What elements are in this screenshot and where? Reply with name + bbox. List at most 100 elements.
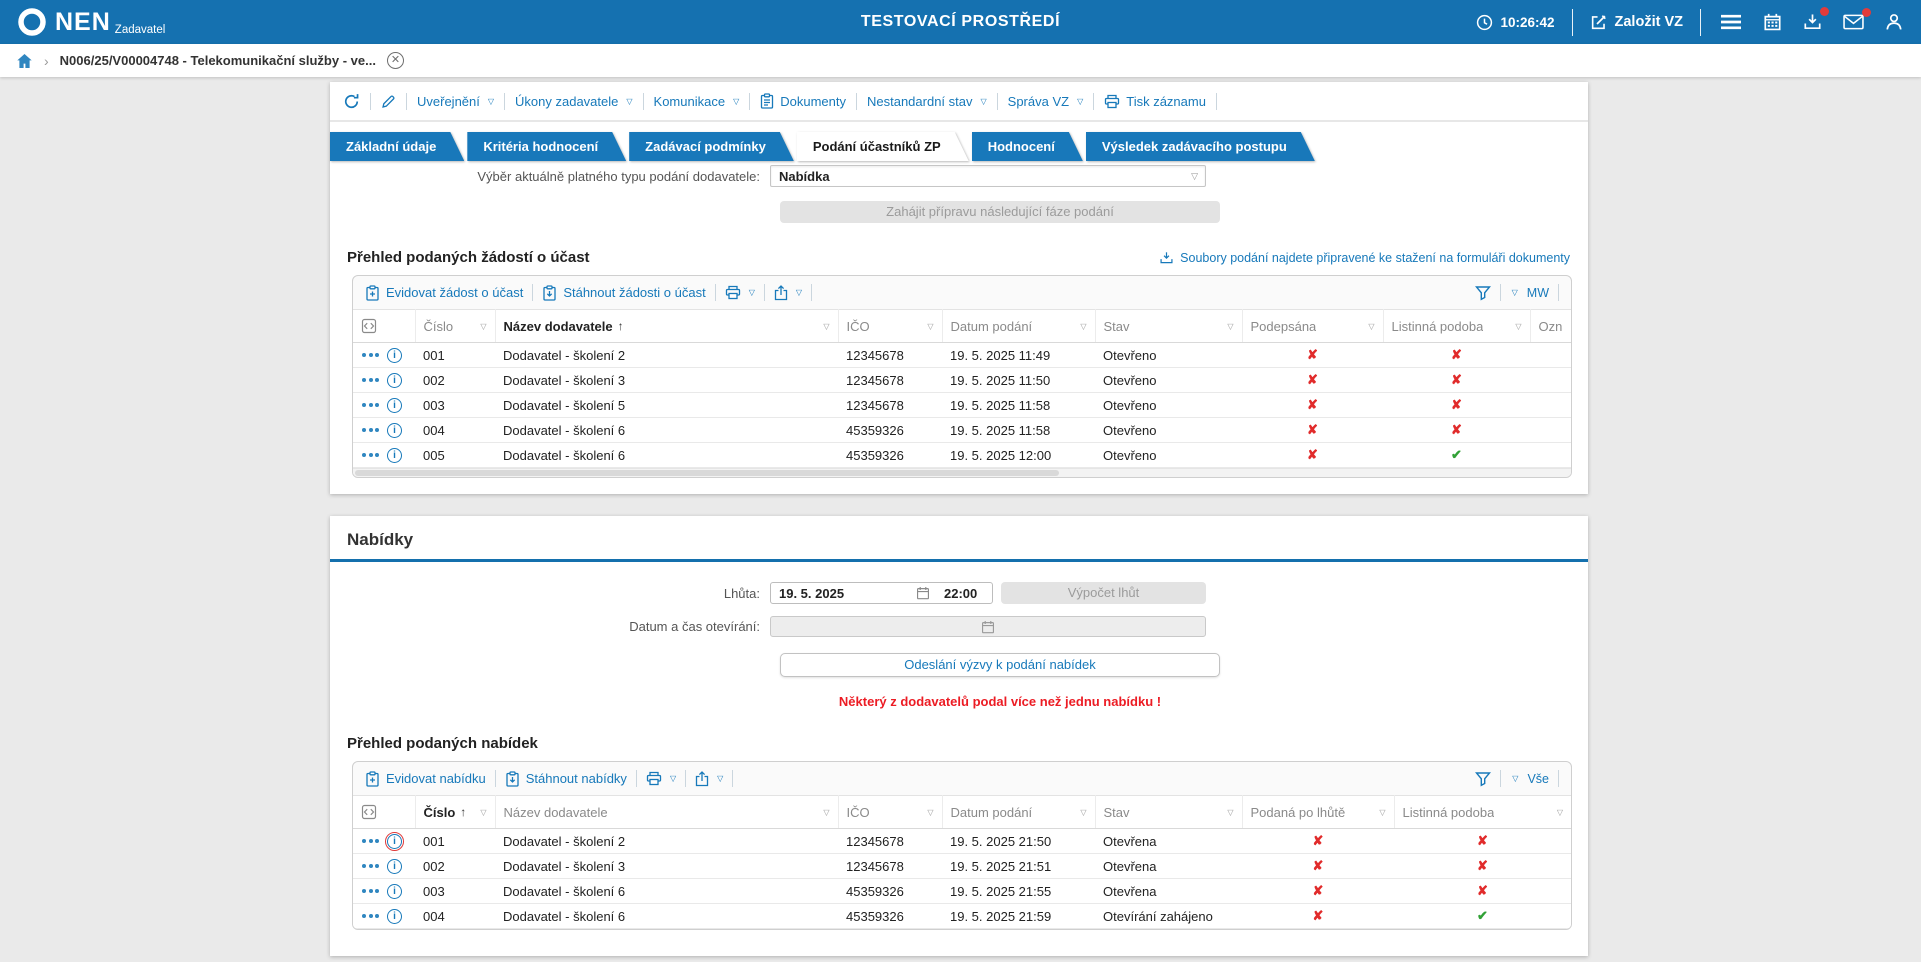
- row-menu-icon[interactable]: [362, 353, 379, 357]
- row-info-icon[interactable]: i: [387, 908, 402, 924]
- close-record-icon[interactable]: ✕: [386, 52, 404, 69]
- column-header-listinna[interactable]: Listinná podoba ▽: [1383, 309, 1531, 343]
- column-filter-icon[interactable]: ▽: [1379, 807, 1386, 817]
- column-header-nazev[interactable]: Název dodavatele ↑ ▽: [495, 309, 839, 343]
- calc-deadlines-button[interactable]: Výpočet lhůt: [1001, 582, 1206, 604]
- column-filter-icon[interactable]: ▽: [1515, 321, 1522, 331]
- create-vz-button[interactable]: Založit VZ: [1590, 14, 1683, 31]
- filter-icon[interactable]: [1475, 771, 1492, 787]
- row-menu-icon[interactable]: [362, 428, 379, 432]
- tab-hodnoceni[interactable]: Hodnocení: [972, 132, 1083, 161]
- tab-podani-ucastniku[interactable]: Podání účastníků ZP: [797, 132, 969, 161]
- view-selector[interactable]: Vše: [1527, 771, 1549, 786]
- row-info-icon[interactable]: i: [387, 372, 402, 388]
- column-header-oznaceni[interactable]: Označení: [1530, 309, 1571, 343]
- stahnout-zadosti-button[interactable]: Stáhnout žádosti o účast: [542, 284, 706, 301]
- user-icon[interactable]: [1883, 11, 1905, 33]
- column-header-nazev[interactable]: Název dodavatele ▽: [495, 795, 839, 829]
- home-icon[interactable]: [16, 53, 33, 69]
- row-menu-icon[interactable]: [362, 453, 379, 457]
- send-invitation-button[interactable]: Odeslání výzvy k podání nabídek: [780, 653, 1220, 677]
- column-chooser[interactable]: [353, 795, 416, 829]
- table-row[interactable]: i 001 Dodavatel - školení 2 12345678 19.…: [353, 828, 1571, 854]
- tab-vysledek[interactable]: Výsledek zadávacího postupu: [1086, 132, 1315, 161]
- column-header-podana[interactable]: Podaná po lhůtě ▽: [1242, 795, 1395, 829]
- table-row[interactable]: i 005 Dodavatel - školení 6 45359326 19.…: [353, 442, 1571, 468]
- tab-zadavaci-podminky[interactable]: Zadávací podmínky: [629, 132, 794, 161]
- mail-icon[interactable]: [1841, 8, 1871, 32]
- row-menu-icon[interactable]: [362, 889, 379, 893]
- menu-tisk-zaznamu[interactable]: Tisk záznamu: [1104, 94, 1206, 109]
- column-header-datum[interactable]: Datum podání ▽: [942, 795, 1096, 829]
- column-chooser[interactable]: [353, 309, 416, 343]
- row-info-icon[interactable]: i: [387, 883, 402, 899]
- column-filter-icon[interactable]: ▽: [1080, 807, 1087, 817]
- table-row[interactable]: i 003 Dodavatel - školení 6 45359326 19.…: [353, 878, 1571, 904]
- table-row[interactable]: i 002 Dodavatel - školení 3 12345678 19.…: [353, 853, 1571, 879]
- table-row[interactable]: i 003 Dodavatel - školení 5 12345678 19.…: [353, 392, 1571, 418]
- row-info-icon[interactable]: i: [384, 831, 405, 851]
- submission-type-select[interactable]: Nabídka ▽: [770, 165, 1206, 187]
- menu-dokumenty[interactable]: Dokumenty: [760, 93, 846, 109]
- column-filter-icon[interactable]: ▽: [823, 807, 830, 817]
- table-row[interactable]: i 001 Dodavatel - školení 2 12345678 19.…: [353, 342, 1571, 368]
- menu-sprava-vz[interactable]: Správa VZ ▽: [1007, 93, 1084, 109]
- export-table-button[interactable]: ▽: [774, 284, 802, 301]
- print-table-button[interactable]: ▽: [725, 285, 755, 300]
- column-filter-icon[interactable]: ▽: [823, 321, 830, 331]
- menu-nestandardni-stav[interactable]: Nestandardní stav ▽: [866, 93, 987, 109]
- row-info-icon[interactable]: i: [387, 447, 402, 463]
- deadline-datetime-input[interactable]: 19. 5. 2025 22:00: [770, 582, 993, 604]
- tab-zakladni-udaje[interactable]: Základní údaje: [330, 132, 464, 161]
- refresh-icon[interactable]: [343, 93, 360, 110]
- column-filter-icon[interactable]: ▽: [1080, 321, 1087, 331]
- edit-record-icon[interactable]: [381, 94, 396, 109]
- evidovat-nabidku-button[interactable]: Evidovat nabídku: [365, 770, 486, 787]
- column-header-listinna[interactable]: Listinná podoba ▽: [1394, 795, 1571, 829]
- row-menu-icon[interactable]: [362, 864, 379, 868]
- column-header-cislo[interactable]: Číslo ▽: [415, 309, 496, 343]
- column-filter-icon[interactable]: ▽: [1227, 321, 1234, 331]
- print-table-button[interactable]: ▽: [646, 771, 676, 786]
- calendar-icon[interactable]: [1761, 11, 1784, 33]
- menu-uverejneni[interactable]: Uveřejnění ▽: [417, 93, 495, 109]
- menu-komunikace[interactable]: Komunikace ▽: [653, 93, 740, 109]
- column-filter-icon[interactable]: ▽: [927, 321, 934, 331]
- filter-icon[interactable]: [1474, 285, 1491, 301]
- row-info-icon[interactable]: i: [387, 397, 402, 413]
- documents-download-link[interactable]: Soubory podání najdete připravené ke sta…: [1159, 251, 1570, 265]
- row-info-icon[interactable]: i: [387, 347, 402, 363]
- tab-kriteria-hodnoceni[interactable]: Kritéria hodnocení: [467, 132, 626, 161]
- nen-logo[interactable]: NEN Zadavatel: [16, 6, 165, 38]
- downloads-icon[interactable]: [1801, 7, 1829, 33]
- evidovat-zadost-button[interactable]: Evidovat žádost o účast: [365, 284, 523, 301]
- export-table-button[interactable]: ▽: [695, 770, 723, 787]
- table-row[interactable]: i 004 Dodavatel - školení 6 45359326 19.…: [353, 417, 1571, 443]
- column-header-stav[interactable]: Stav ▽: [1095, 309, 1243, 343]
- column-header-ico[interactable]: IČO ▽: [838, 309, 943, 343]
- horizontal-scrollbar[interactable]: [353, 468, 1571, 477]
- menu-icon[interactable]: [1718, 12, 1744, 32]
- deadline-date-value[interactable]: 19. 5. 2025: [779, 585, 845, 601]
- row-menu-icon[interactable]: [362, 378, 379, 382]
- column-filter-icon[interactable]: ▽: [480, 807, 487, 817]
- column-filter-icon[interactable]: ▽: [1368, 321, 1375, 331]
- column-filter-icon[interactable]: ▽: [1556, 807, 1563, 817]
- column-header-datum[interactable]: Datum podání ▽: [942, 309, 1096, 343]
- chevron-down-icon[interactable]: ▽: [1512, 774, 1519, 783]
- chevron-down-icon[interactable]: ▽: [1511, 288, 1518, 297]
- table-row[interactable]: i 002 Dodavatel - školení 3 12345678 19.…: [353, 367, 1571, 393]
- view-selector[interactable]: MW: [1526, 285, 1549, 300]
- row-menu-icon[interactable]: [362, 403, 379, 407]
- column-filter-icon[interactable]: ▽: [1227, 807, 1234, 817]
- column-header-podepsana[interactable]: Podepsána ▽: [1242, 309, 1384, 343]
- calendar-picker-icon[interactable]: [912, 586, 934, 600]
- row-menu-icon[interactable]: [362, 839, 379, 843]
- column-filter-icon[interactable]: ▽: [927, 807, 934, 817]
- column-header-ico[interactable]: IČO ▽: [838, 795, 943, 829]
- stahnout-nabidky-button[interactable]: Stáhnout nabídky: [505, 770, 627, 787]
- menu-ukony-zadavatele[interactable]: Úkony zadavatele ▽: [515, 93, 633, 109]
- row-info-icon[interactable]: i: [387, 858, 402, 874]
- row-info-icon[interactable]: i: [387, 422, 402, 438]
- start-next-phase-button[interactable]: Zahájit přípravu následující fáze podání: [780, 201, 1220, 223]
